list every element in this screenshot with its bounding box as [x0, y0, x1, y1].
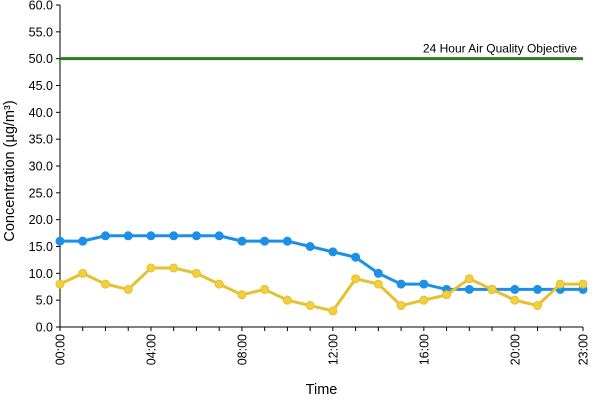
y-tick-label: 5.0: [36, 294, 53, 308]
x-tick-label: 23:00: [577, 334, 591, 365]
data-point: [510, 295, 520, 305]
x-axis-title: Time: [306, 382, 338, 398]
data-point: [100, 231, 110, 241]
data-point: [419, 295, 429, 305]
data-point: [373, 279, 383, 289]
data-point: [78, 236, 88, 246]
x-tick-label: 12:00: [326, 334, 340, 365]
data-point: [146, 263, 156, 273]
data-point: [214, 231, 224, 241]
y-tick-label: 55.0: [29, 25, 53, 39]
y-tick-label: 15.0: [29, 240, 53, 254]
data-point: [169, 231, 179, 241]
data-point: [328, 306, 338, 316]
data-point: [169, 263, 179, 273]
y-axis-title: Concentration (µg/m³): [2, 100, 18, 241]
data-point: [191, 231, 201, 241]
y-tick-label: 45.0: [29, 79, 53, 93]
data-point: [123, 231, 133, 241]
data-point: [533, 301, 543, 311]
data-point: [396, 279, 406, 289]
data-point: [351, 274, 361, 284]
y-tick-label: 30.0: [29, 160, 53, 174]
data-point: [487, 284, 497, 294]
data-point: [510, 284, 520, 294]
y-axis-ticks: 0.0 5.0 10.0 15.0 20.0 25.0 30.0 35.0 40.0 45.0 50…: [29, 0, 60, 335]
data-point: [123, 284, 133, 294]
data-point: [305, 301, 315, 311]
data-point: [78, 268, 88, 278]
data-point: [55, 279, 65, 289]
data-point: [260, 284, 270, 294]
air-quality-objective-label: 24 Hour Air Quality Objective: [423, 42, 577, 56]
data-point: [442, 290, 452, 300]
data-point: [146, 231, 156, 241]
y-tick-label: 60.0: [29, 0, 53, 13]
data-point: [282, 236, 292, 246]
y-tick-label: 40.0: [29, 106, 53, 120]
data-point: [396, 301, 406, 311]
data-point: [328, 247, 338, 257]
x-tick-label: 20:00: [508, 334, 522, 365]
data-point: [305, 242, 315, 251]
data-point: [578, 279, 588, 289]
data-point: [260, 236, 270, 246]
x-tick-label: 08:00: [235, 334, 249, 365]
y-tick-label: 50.0: [29, 52, 53, 66]
data-point: [55, 236, 65, 246]
data-point: [533, 284, 543, 294]
series-2: [55, 263, 588, 316]
x-tick-label: 04:00: [144, 334, 158, 365]
data-point: [191, 268, 201, 278]
data-point: [464, 284, 474, 294]
reference-line-group: 24 Hour Air Quality Objective: [60, 42, 583, 61]
data-point: [237, 236, 247, 246]
data-point: [237, 290, 247, 300]
data-point: [419, 279, 429, 289]
y-tick-label: 10.0: [29, 267, 53, 281]
data-point: [214, 279, 224, 289]
y-tick-label: 0.0: [36, 321, 53, 335]
y-tick-label: 20.0: [29, 213, 53, 227]
x-tick-label: 16:00: [417, 334, 431, 365]
y-tick-label: 35.0: [29, 133, 53, 147]
series-group: [55, 231, 588, 316]
data-point: [351, 252, 361, 262]
data-point: [555, 279, 565, 289]
data-point: [464, 274, 474, 284]
y-tick-label: 25.0: [29, 186, 53, 200]
data-point: [100, 279, 110, 289]
x-tick-label: 00:00: [54, 334, 68, 365]
data-point: [373, 268, 383, 278]
x-axis-ticks: 00:00 04:00 08:00 12:00 16:00 20:00 23:00: [54, 327, 591, 365]
data-point: [282, 295, 292, 305]
